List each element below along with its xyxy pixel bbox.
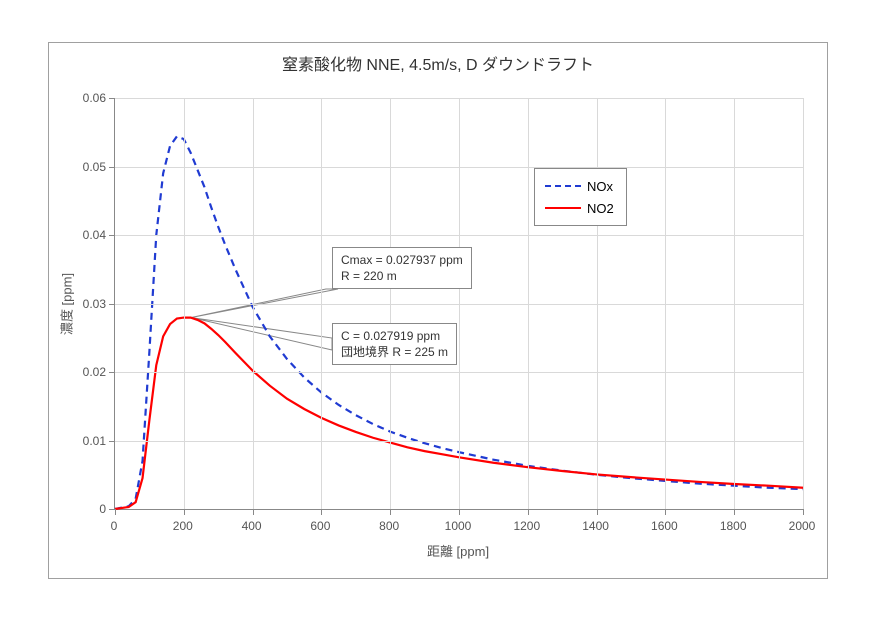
x-tick-label: 1600 — [651, 519, 678, 533]
tick-x — [597, 509, 598, 515]
y-tick-label: 0.06 — [74, 91, 106, 105]
tick-x — [528, 509, 529, 515]
gridline-h — [115, 98, 803, 99]
x-tick-label: 800 — [379, 519, 399, 533]
legend-label: NOx — [587, 179, 613, 194]
tick-x — [734, 509, 735, 515]
y-axis-title: 濃度 [ppm] — [57, 272, 76, 334]
x-tick-label: 1800 — [720, 519, 747, 533]
tick-y — [109, 98, 115, 99]
y-tick-label: 0.04 — [74, 228, 106, 242]
callout-line: Cmax = 0.027937 ppm — [341, 252, 463, 268]
gridline-h — [115, 372, 803, 373]
tick-x — [459, 509, 460, 515]
gridline-h — [115, 304, 803, 305]
y-tick-label: 0.03 — [74, 297, 106, 311]
y-tick-label: 0.05 — [74, 160, 106, 174]
tick-y — [109, 304, 115, 305]
tick-x — [665, 509, 666, 515]
tick-x — [321, 509, 322, 515]
x-tick-label: 1200 — [513, 519, 540, 533]
y-tick-label: 0.02 — [74, 365, 106, 379]
callout-box: Cmax = 0.027937 ppmR = 220 m — [332, 247, 472, 289]
tick-x — [115, 509, 116, 515]
legend: NOx NO2 — [534, 168, 627, 226]
legend-line-sample — [545, 207, 581, 209]
y-tick-label: 0.01 — [74, 434, 106, 448]
chart-title: 窒素酸化物 NNE, 4.5m/s, D ダウンドラフト — [49, 51, 827, 75]
tick-x — [390, 509, 391, 515]
chart-frame: 窒素酸化物 NNE, 4.5m/s, D ダウンドラフト Cmax = 0.02… — [48, 42, 828, 579]
tick-x — [184, 509, 185, 515]
legend-item: NOx — [545, 175, 614, 197]
legend-swatch — [545, 201, 581, 215]
x-tick-label: 1000 — [445, 519, 472, 533]
gridline-h — [115, 235, 803, 236]
x-tick-label: 1400 — [582, 519, 609, 533]
chart-container: 窒素酸化物 NNE, 4.5m/s, D ダウンドラフト Cmax = 0.02… — [0, 0, 877, 620]
x-tick-label: 400 — [242, 519, 262, 533]
gridline-h — [115, 167, 803, 168]
y-tick-label: 0 — [74, 502, 106, 516]
callout-line: 団地境界 R = 225 m — [341, 344, 448, 360]
legend-swatch — [545, 179, 581, 193]
tick-y — [109, 441, 115, 442]
tick-y — [109, 372, 115, 373]
x-tick-label: 0 — [111, 519, 118, 533]
x-axis-title: 距離 [ppm] — [427, 541, 489, 560]
x-tick-label: 2000 — [789, 519, 816, 533]
tick-x — [803, 509, 804, 515]
callout-box: C = 0.027919 ppm団地境界 R = 225 m — [332, 323, 457, 365]
tick-y — [109, 167, 115, 168]
x-tick-label: 200 — [173, 519, 193, 533]
tick-y — [109, 235, 115, 236]
legend-item: NO2 — [545, 197, 614, 219]
callout-line: R = 220 m — [341, 268, 463, 284]
gridline-h — [115, 441, 803, 442]
x-tick-label: 600 — [310, 519, 330, 533]
legend-line-sample — [545, 185, 581, 187]
legend-label: NO2 — [587, 201, 614, 216]
tick-y — [109, 509, 115, 510]
callout-line: C = 0.027919 ppm — [341, 328, 448, 344]
tick-x — [253, 509, 254, 515]
gridline-v — [803, 98, 804, 509]
plot-area: Cmax = 0.027937 ppmR = 220 m C = 0.027919… — [114, 98, 803, 510]
